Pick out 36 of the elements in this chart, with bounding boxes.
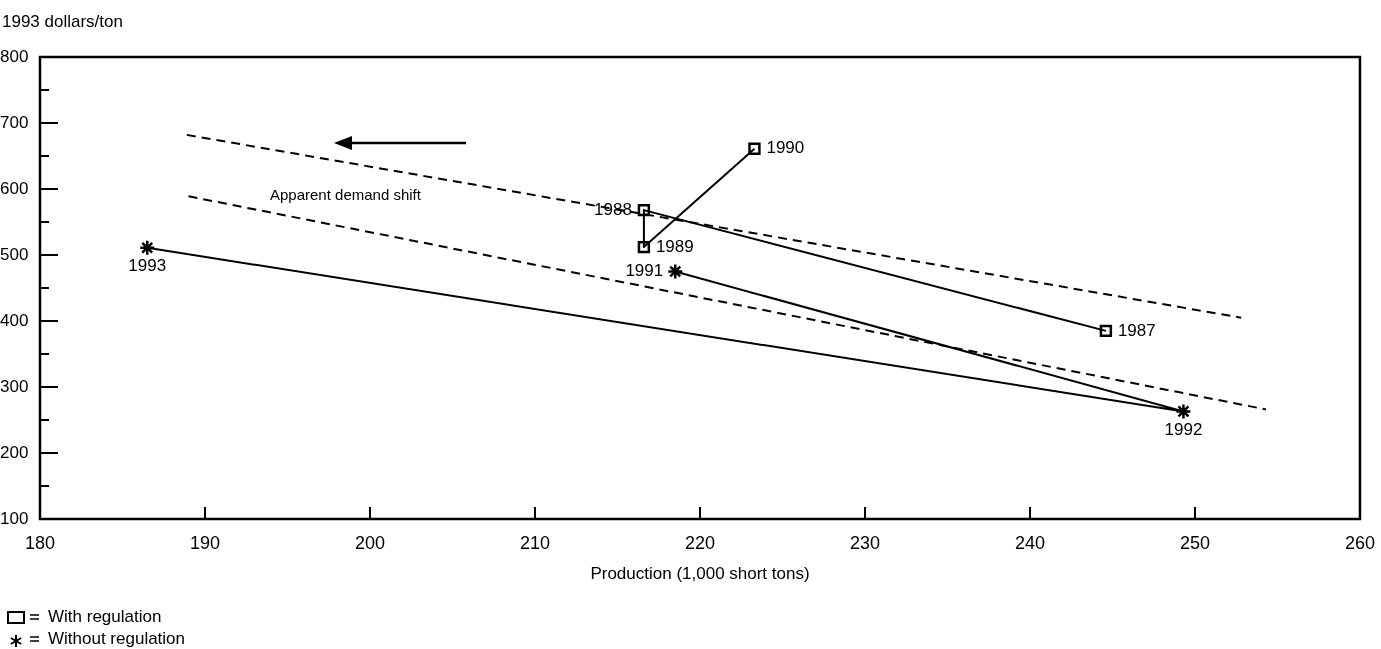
point bbox=[139, 239, 156, 256]
legend-label: With regulation bbox=[48, 607, 162, 627]
point bbox=[666, 263, 684, 280]
annotation: 1993 bbox=[128, 255, 167, 275]
y-tick-label: 100 bbox=[0, 508, 29, 528]
annotation: 1987 bbox=[1117, 320, 1156, 340]
legend-label: Without regulation bbox=[48, 629, 186, 649]
y-axis-title: 1993 dollars/ton bbox=[2, 12, 123, 32]
point bbox=[637, 203, 651, 217]
annotation: Apparent demand shift bbox=[270, 186, 421, 203]
y-tick-label: 300 bbox=[0, 376, 29, 396]
y-tick-label: 400 bbox=[0, 310, 29, 330]
x-tick-label: 250 bbox=[1179, 532, 1211, 553]
annotation: 1991 bbox=[625, 261, 664, 281]
x-tick-label: 240 bbox=[1014, 532, 1046, 553]
point bbox=[637, 240, 651, 254]
x-tick-label: 230 bbox=[849, 532, 881, 553]
point bbox=[1175, 403, 1192, 420]
annotation: 1989 bbox=[655, 236, 694, 256]
x-tick-label: 200 bbox=[354, 532, 386, 553]
y-tick-label: 200 bbox=[0, 442, 29, 462]
point bbox=[1099, 324, 1113, 338]
x-tick-label: 260 bbox=[1344, 532, 1376, 553]
y-tick-label: 800 bbox=[0, 46, 29, 66]
x-tick-label: 220 bbox=[684, 532, 716, 553]
x-tick-label: 180 bbox=[24, 532, 56, 553]
annotation: 1988 bbox=[594, 199, 632, 219]
x-tick-label: 190 bbox=[189, 532, 221, 553]
y-tick-label: 500 bbox=[0, 244, 29, 264]
y-tick-label: 600 bbox=[0, 178, 29, 198]
annotation: 1990 bbox=[766, 138, 805, 158]
x-axis-title: Production (1,000 short tons) bbox=[590, 564, 810, 584]
point bbox=[748, 142, 761, 155]
y-tick-label: 700 bbox=[0, 112, 29, 132]
x-tick-label: 210 bbox=[519, 532, 551, 553]
annotation: 1992 bbox=[1164, 419, 1203, 439]
